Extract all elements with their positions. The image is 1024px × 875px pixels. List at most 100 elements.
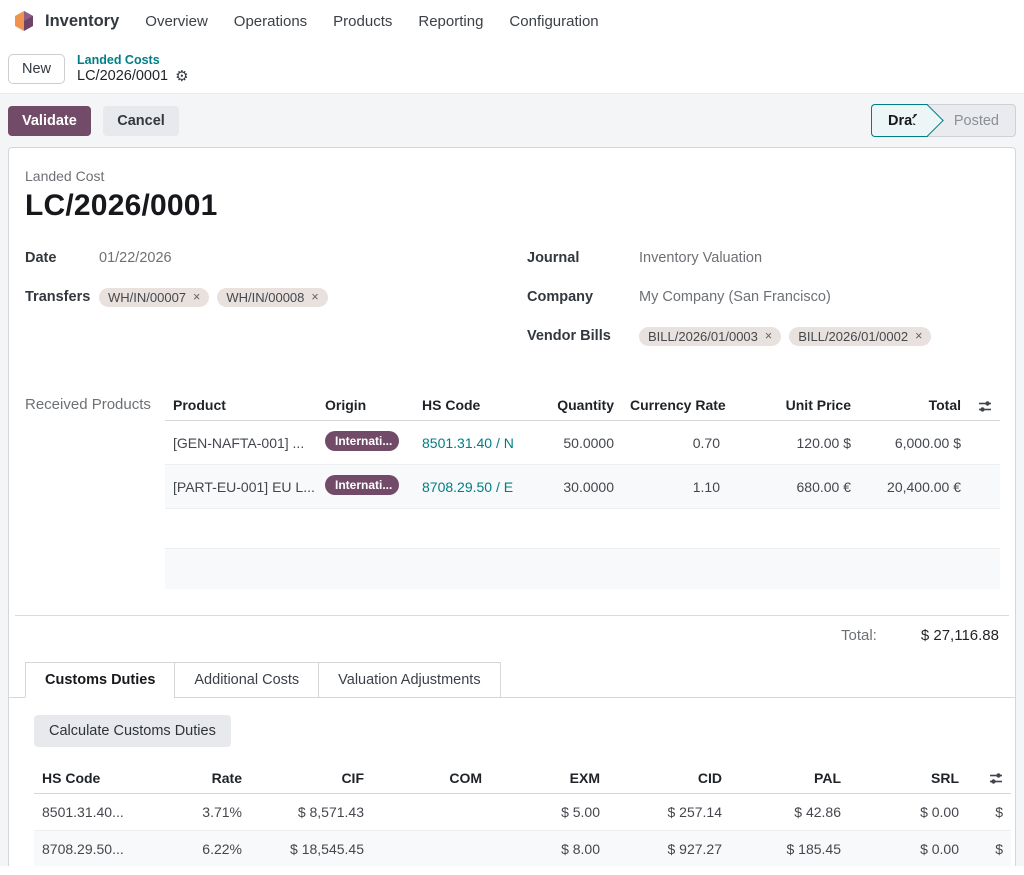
vendor-bill-tag[interactable]: BILL/2026/01/0003 × [639, 326, 782, 346]
journal-label: Journal [527, 250, 580, 266]
cell-cid: $ 927.27 [608, 829, 730, 866]
tag-remove-icon[interactable]: × [193, 290, 201, 304]
status-draft[interactable]: Draft [871, 104, 928, 137]
customs-duties-table: HS Code Rate CIF COM EXM CID PAL SRL [34, 762, 1011, 866]
record-type-label: Landed Cost [25, 168, 105, 184]
empty-row [165, 508, 1000, 549]
form-view: Landed Cost LC/2026/0001 Date 01/22/2026… [0, 147, 1024, 866]
origin-badge[interactable]: Internati... [325, 475, 399, 495]
app-title: Inventory [45, 11, 120, 30]
breadcrumb: Landed Costs LC/2026/0001 ⚙ [77, 53, 189, 84]
received-products-label: Received Products [25, 396, 151, 413]
col-srl[interactable]: SRL [849, 762, 967, 794]
cell-hs-code: 8708.29.50... [34, 829, 162, 866]
transfer-tag[interactable]: WH/IN/00008 × [217, 287, 328, 307]
action-bar: Validate Cancel Draft Posted [0, 93, 1024, 147]
tag-remove-icon[interactable]: × [311, 290, 319, 304]
menu-products[interactable]: Products [333, 12, 393, 30]
tab-customs-duties[interactable]: Customs Duties [25, 661, 176, 698]
cell-hs-code: 8501.31.40... [42, 803, 124, 820]
company-field[interactable]: My Company (San Francisco) [639, 289, 831, 305]
list-total: Total: $ 27,116.88 [25, 616, 999, 658]
transfer-tag[interactable]: WH/IN/00007 × [99, 287, 210, 307]
transfers-field: WH/IN/00007 × WH/IN/00008 × [99, 287, 328, 307]
breadcrumb-current: LC/2026/0001 [77, 68, 169, 84]
cell-exm: $ 8.00 [490, 829, 608, 866]
tab-additional-costs[interactable]: Additional Costs [174, 661, 320, 698]
col-currency-rate[interactable]: Currency Rate [622, 390, 728, 421]
col-origin[interactable]: Origin [317, 390, 414, 421]
left-field-column: Date 01/22/2026 Transfers WH/IN/00007 × … [25, 247, 497, 364]
col-product[interactable]: Product [165, 390, 317, 421]
company-label: Company [527, 289, 594, 305]
col-cif[interactable]: CIF [250, 762, 372, 794]
total-value: $ 27,116.88 [920, 626, 999, 644]
date-field[interactable]: 01/22/2026 [99, 250, 172, 266]
hs-code-link[interactable]: 8708.29.50 / E [422, 478, 514, 495]
validate-button[interactable]: Validate [8, 105, 91, 136]
received-products-table: Product Origin HS Code Quantity Currency… [165, 390, 1000, 589]
cell-product: [GEN-NAFTA-001] ... [173, 434, 305, 451]
menu-configuration[interactable]: Configuration [509, 12, 599, 30]
tag-remove-icon[interactable]: × [915, 329, 923, 343]
col-hs-code[interactable]: HS Code [414, 390, 530, 421]
cell-srl: $ 0.00 [849, 829, 967, 866]
app-switcher[interactable]: Inventory [12, 9, 119, 33]
col-total[interactable]: Total [859, 390, 969, 421]
table-row[interactable]: 8501.31.40... 3.71% $ 8,571.43 $ 5.00 $ … [34, 793, 1011, 830]
tag-remove-icon[interactable]: × [764, 329, 773, 343]
new-button[interactable]: New [8, 53, 66, 84]
menu-overview[interactable]: Overview [145, 12, 208, 30]
customs-duties-pane: Calculate Customs Duties HS Code Rate CI… [25, 698, 1011, 866]
col-quantity[interactable]: Quantity [530, 390, 622, 421]
cell-quantity: 30.0000 [530, 464, 622, 509]
cell-pal: $ 42.86 [794, 803, 841, 820]
status-posted[interactable]: Posted [953, 112, 999, 129]
cell-clipped: $ [995, 803, 1003, 820]
col-unit-price[interactable]: Unit Price [728, 390, 859, 421]
col-exm[interactable]: EXM [490, 762, 608, 794]
cell-product: [PART-EU-001] EU L... [165, 464, 317, 509]
col-pal[interactable]: PAL [730, 762, 849, 794]
cell-currency-rate: 0.70 [692, 434, 720, 451]
menu-reporting[interactable]: Reporting [418, 12, 484, 30]
breadcrumb-bar: New Landed Costs LC/2026/0001 ⚙ [0, 42, 1024, 93]
journal-field[interactable]: Inventory Valuation [639, 250, 763, 266]
col-cid[interactable]: CID [608, 762, 730, 794]
cell-total: 6,000.00 $ [894, 434, 961, 451]
cell-com [372, 793, 490, 830]
cell-rate: 6.22% [162, 829, 250, 866]
col-hs-code[interactable]: HS Code [34, 762, 162, 794]
hs-code-link[interactable]: 8501.31.40 / N [422, 434, 514, 451]
breadcrumb-landed-costs[interactable]: Landed Costs [77, 53, 160, 67]
vendor-bill-tag[interactable]: BILL/2026/01/0002 × [789, 326, 932, 346]
cell-currency-rate: 1.10 [622, 464, 728, 509]
top-navbar: Inventory Overview Operations Products R… [0, 0, 1024, 42]
adjust-columns-icon[interactable] [989, 772, 1003, 785]
tab-valuation-adjustments[interactable]: Valuation Adjustments [318, 661, 501, 698]
cell-total: 20,400.00 € [859, 464, 969, 509]
col-rate[interactable]: Rate [162, 762, 250, 794]
cell-cif: $ 8,571.43 [297, 803, 364, 820]
action-buttons: Validate Cancel [8, 105, 179, 136]
col-com[interactable]: COM [372, 762, 490, 794]
menu-operations[interactable]: Operations [233, 12, 308, 30]
cell-cid: $ 257.14 [667, 803, 723, 820]
total-label: Total: [841, 626, 877, 644]
cell-unit-price: 120.00 $ [796, 434, 852, 451]
table-row[interactable]: 8708.29.50... 6.22% $ 18,545.45 $ 8.00 $… [34, 829, 1011, 866]
cancel-button[interactable]: Cancel [103, 105, 179, 136]
origin-badge[interactable]: Internati... [325, 431, 399, 451]
gear-icon[interactable]: ⚙ [175, 67, 189, 85]
calculate-customs-duties-button[interactable]: Calculate Customs Duties [34, 714, 231, 747]
right-field-column: Journal Inventory Valuation Company My C… [527, 247, 999, 364]
table-row[interactable]: [GEN-NAFTA-001] ... Internati... 8501.31… [165, 421, 1000, 465]
status-bar: Draft Posted [871, 104, 1016, 137]
cell-rate: 3.71% [202, 803, 242, 820]
cell-quantity: 50.0000 [563, 434, 614, 451]
inventory-app-icon [15, 11, 33, 31]
form-sheet: Landed Cost LC/2026/0001 Date 01/22/2026… [8, 147, 1016, 866]
table-row[interactable]: [PART-EU-001] EU L... Internati... 8708.… [165, 464, 1000, 509]
adjust-columns-icon[interactable] [978, 400, 992, 413]
main-menu: Overview Operations Products Reporting C… [145, 13, 598, 30]
